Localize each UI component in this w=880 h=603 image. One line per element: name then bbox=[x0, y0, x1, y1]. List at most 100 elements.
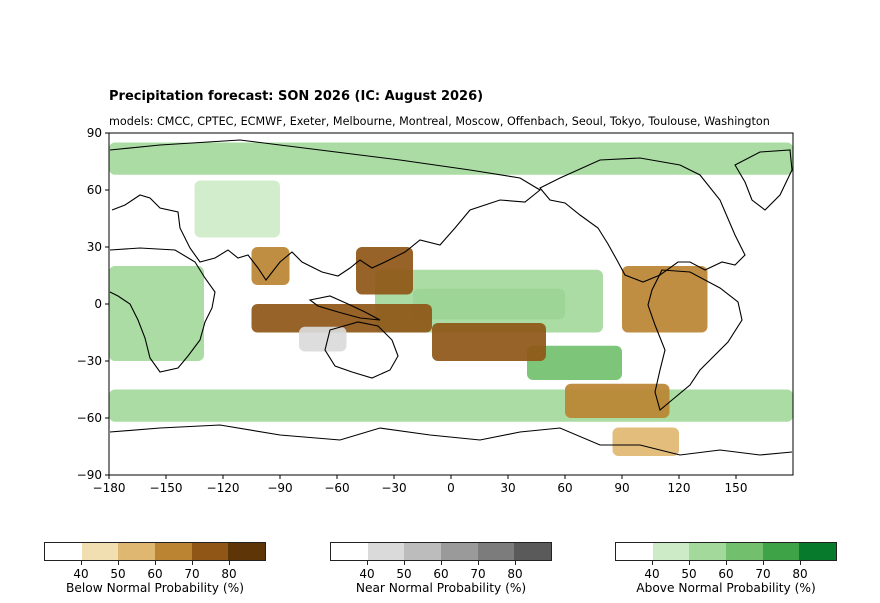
colorbar-swatch bbox=[367, 543, 405, 560]
chart-subtitle: models: CMCC, CPTEC, ECMWF, Exeter, Melb… bbox=[109, 115, 770, 128]
x-tick-label: −60 bbox=[324, 481, 349, 495]
colorbar-swatch bbox=[228, 543, 266, 560]
colorbar-swatch bbox=[726, 543, 763, 560]
colorbar-tick-label: 70 bbox=[470, 567, 486, 581]
y-tick-label: 30 bbox=[87, 240, 102, 254]
region-above-3 bbox=[109, 389, 793, 422]
coastline-north-america bbox=[539, 157, 746, 283]
colorbar-swatch bbox=[477, 543, 515, 560]
y-axis: 90 60 30 0 −30 −60 −90 bbox=[77, 126, 109, 482]
colorbar-tick-label: 50 bbox=[396, 567, 412, 581]
colorbar-swatch bbox=[191, 543, 229, 560]
colorbar-tick-label: 40 bbox=[359, 567, 375, 581]
colorbar-tick-mark bbox=[441, 561, 442, 565]
below-normal-colorbar-bar bbox=[44, 542, 266, 561]
x-tick-label: −120 bbox=[207, 481, 240, 495]
colorbar-swatch bbox=[441, 543, 478, 560]
below-normal-colorbar: 40 50 60 70 80 Below Normal Probability (%) bbox=[44, 542, 266, 595]
region-above-6 bbox=[194, 180, 280, 238]
colorbar-tick-mark bbox=[763, 561, 764, 565]
colorbar-tick-mark bbox=[478, 561, 479, 565]
y-tick-label: −60 bbox=[77, 411, 102, 425]
above-normal-colorbar: 40 50 60 70 80 Above Normal Probability (%) bbox=[615, 542, 837, 595]
colorbar-swatch bbox=[514, 543, 552, 560]
colorbar-tick-label: 60 bbox=[147, 567, 163, 581]
region-above-2 bbox=[527, 345, 622, 380]
x-axis: −180 −150 −120 −90 −60 −30 0 30 60 90 120 150 bbox=[93, 475, 748, 495]
colorbar-tick-label: 50 bbox=[110, 567, 126, 581]
colorbar-tick-mark bbox=[155, 561, 156, 565]
near-normal-colorbar: 40 50 60 70 80 Near Normal Probability (%) bbox=[330, 542, 552, 595]
region-above-4 bbox=[109, 142, 793, 175]
x-tick-label: −150 bbox=[150, 481, 183, 495]
coastline-australia bbox=[324, 321, 399, 379]
region-near-14 bbox=[299, 326, 347, 352]
colorbar-tick-mark bbox=[800, 561, 801, 565]
colorbar-tick-label: 80 bbox=[221, 567, 237, 581]
chart-title: Precipitation forecast: SON 2026 (IC: Au… bbox=[109, 89, 484, 104]
below-normal-colorbar-label: Below Normal Probability (%) bbox=[66, 581, 244, 595]
above-normal-colorbar-bar bbox=[615, 542, 837, 561]
colorbar-tick-label: 80 bbox=[792, 567, 808, 581]
coastline-africa bbox=[109, 247, 216, 373]
colorbar-tick-mark bbox=[689, 561, 690, 565]
colorbar-tick-label: 60 bbox=[433, 567, 449, 581]
colorbar-swatch bbox=[616, 543, 653, 560]
x-tick-label: 60 bbox=[557, 481, 572, 495]
colorbar-swatch bbox=[652, 543, 690, 560]
near-normal-colorbar-ticks: 40 50 60 70 80 bbox=[330, 561, 552, 581]
coastline-eurasia bbox=[109, 139, 541, 281]
probability-fill bbox=[109, 142, 793, 456]
y-tick-label: 60 bbox=[87, 183, 102, 197]
coastlines bbox=[109, 139, 793, 456]
colorbar-tick-mark bbox=[515, 561, 516, 565]
region-below-13 bbox=[612, 427, 679, 456]
y-tick-label: −30 bbox=[77, 354, 102, 368]
colorbar-swatch bbox=[799, 543, 837, 560]
colorbar-tick-label: 70 bbox=[755, 567, 771, 581]
colorbar-swatch bbox=[155, 543, 192, 560]
colorbar-tick-mark bbox=[81, 561, 82, 565]
region-below-10 bbox=[432, 323, 546, 361]
colorbar-tick-label: 60 bbox=[718, 567, 734, 581]
x-tick-label: −30 bbox=[381, 481, 406, 495]
above-normal-colorbar-label: Above Normal Probability (%) bbox=[636, 581, 816, 595]
colorbar-tick-mark bbox=[652, 561, 653, 565]
colorbar-tick-label: 70 bbox=[184, 567, 200, 581]
region-above-5 bbox=[109, 266, 204, 361]
colorbar-tick-label: 50 bbox=[681, 567, 697, 581]
colorbar-swatch bbox=[762, 543, 800, 560]
above-normal-colorbar-ticks: 40 50 60 70 80 bbox=[615, 561, 837, 581]
region-below-9 bbox=[251, 247, 290, 285]
colorbar-tick-mark bbox=[404, 561, 405, 565]
near-normal-colorbar-bar bbox=[330, 542, 552, 561]
below-normal-colorbar-ticks: 40 50 60 70 80 bbox=[44, 561, 266, 581]
coastline-maritime bbox=[308, 295, 381, 321]
colorbar-tick-label: 40 bbox=[73, 567, 89, 581]
y-tick-label: −90 bbox=[77, 468, 102, 482]
x-tick-label: 120 bbox=[668, 481, 691, 495]
coastline-greenland bbox=[734, 149, 793, 211]
colorbar-swatch bbox=[45, 543, 82, 560]
x-tick-label: 150 bbox=[725, 481, 748, 495]
colorbar-tick-mark bbox=[192, 561, 193, 565]
x-tick-label: 90 bbox=[614, 481, 629, 495]
coastline-south-america bbox=[647, 269, 743, 411]
coastline-antarctica bbox=[109, 424, 793, 456]
x-tick-label: −180 bbox=[93, 481, 126, 495]
colorbar-swatch bbox=[81, 543, 119, 560]
region-below-8 bbox=[356, 247, 413, 295]
colorbar-tick-mark bbox=[229, 561, 230, 565]
colorbar-tick-mark bbox=[367, 561, 368, 565]
colorbar-swatch bbox=[404, 543, 442, 560]
near-normal-colorbar-label: Near Normal Probability (%) bbox=[355, 581, 527, 595]
colorbar-swatch bbox=[689, 543, 727, 560]
colorbar-tick-mark bbox=[118, 561, 119, 565]
region-below-12 bbox=[565, 383, 670, 418]
x-tick-label: 0 bbox=[447, 481, 455, 495]
y-tick-label: 0 bbox=[94, 297, 102, 311]
region-below-7 bbox=[251, 304, 432, 333]
colorbar-tick-mark bbox=[726, 561, 727, 565]
colorbar-swatch bbox=[331, 543, 368, 560]
